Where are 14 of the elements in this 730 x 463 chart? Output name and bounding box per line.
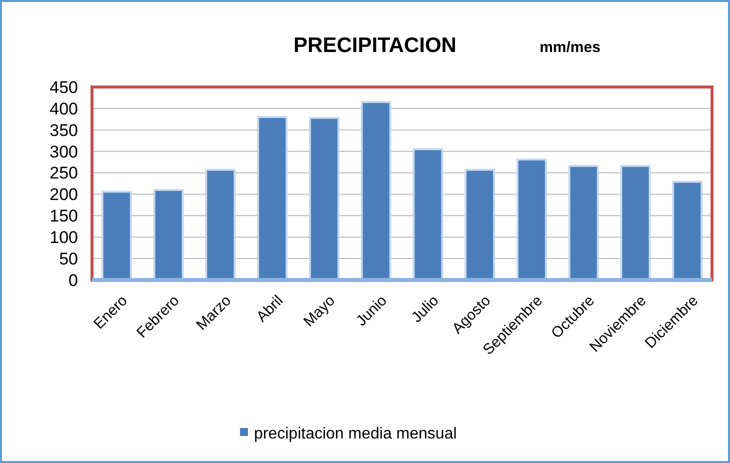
y-tick-label: 200 [50,185,78,204]
y-tick-label: 150 [50,206,78,226]
legend-label: precipitacion media mensual [254,426,457,443]
y-tick-label: 250 [50,164,78,183]
chart-title: PRECIPITACION [294,34,456,57]
y-tick-label: 450 [50,78,78,97]
y-tick-label: 300 [50,142,78,162]
x-tick-label: Julio [408,292,442,326]
y-tick-label: 0 [68,270,78,290]
chart-subtitle: mm/mes [540,39,600,56]
y-tick-label: 400 [50,99,78,118]
y-tick-label: 100 [50,228,78,248]
y-tick-label: 350 [50,120,78,140]
y-tick-label: 50 [59,250,78,269]
